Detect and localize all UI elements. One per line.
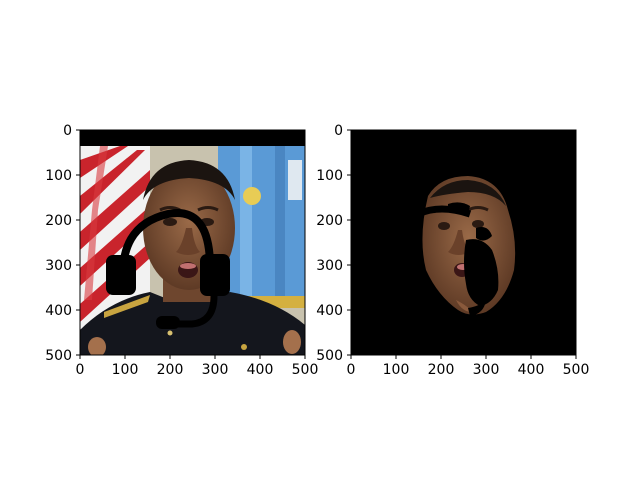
right-x-tick-label: 200 [428, 362, 455, 378]
left-y-tick-label: 500 [45, 348, 72, 364]
right-axes-frame [350, 129, 577, 356]
right-x-tick-label: 0 [347, 362, 356, 378]
right-y-tick-label: 100 [316, 168, 343, 184]
left-x-tick-label: 200 [157, 362, 184, 378]
left-x-tick-label: 300 [202, 362, 229, 378]
right-x-tick-label: 100 [383, 362, 410, 378]
right-x-tick-label: 400 [518, 362, 545, 378]
right-image-panel [351, 130, 576, 355]
right-x-tick-label: 300 [473, 362, 500, 378]
left-y-tick-label: 200 [45, 213, 72, 229]
right-y-tick-label: 200 [316, 213, 343, 229]
black-top-band [80, 130, 305, 146]
right-y-tick-label: 400 [316, 303, 343, 319]
right-y-tick-label: 300 [316, 258, 343, 274]
left-image-panel [80, 130, 305, 355]
right-x-tick-label: 500 [563, 362, 590, 378]
right-y-tick-label: 500 [316, 348, 343, 364]
left-x-tick-label: 0 [76, 362, 85, 378]
right-y-tick-label: 0 [334, 123, 343, 139]
left-x-tick-label: 400 [247, 362, 274, 378]
left-y-tick-label: 0 [63, 123, 72, 139]
left-y-tick-label: 400 [45, 303, 72, 319]
left-x-tick-label: 500 [292, 362, 319, 378]
left-y-tick-label: 300 [45, 258, 72, 274]
masked-headset [416, 202, 499, 316]
left-y-tick-label: 100 [45, 168, 72, 184]
left-axes-frame [79, 129, 306, 356]
left-x-tick-label: 100 [112, 362, 139, 378]
headset-overlay [106, 209, 230, 329]
